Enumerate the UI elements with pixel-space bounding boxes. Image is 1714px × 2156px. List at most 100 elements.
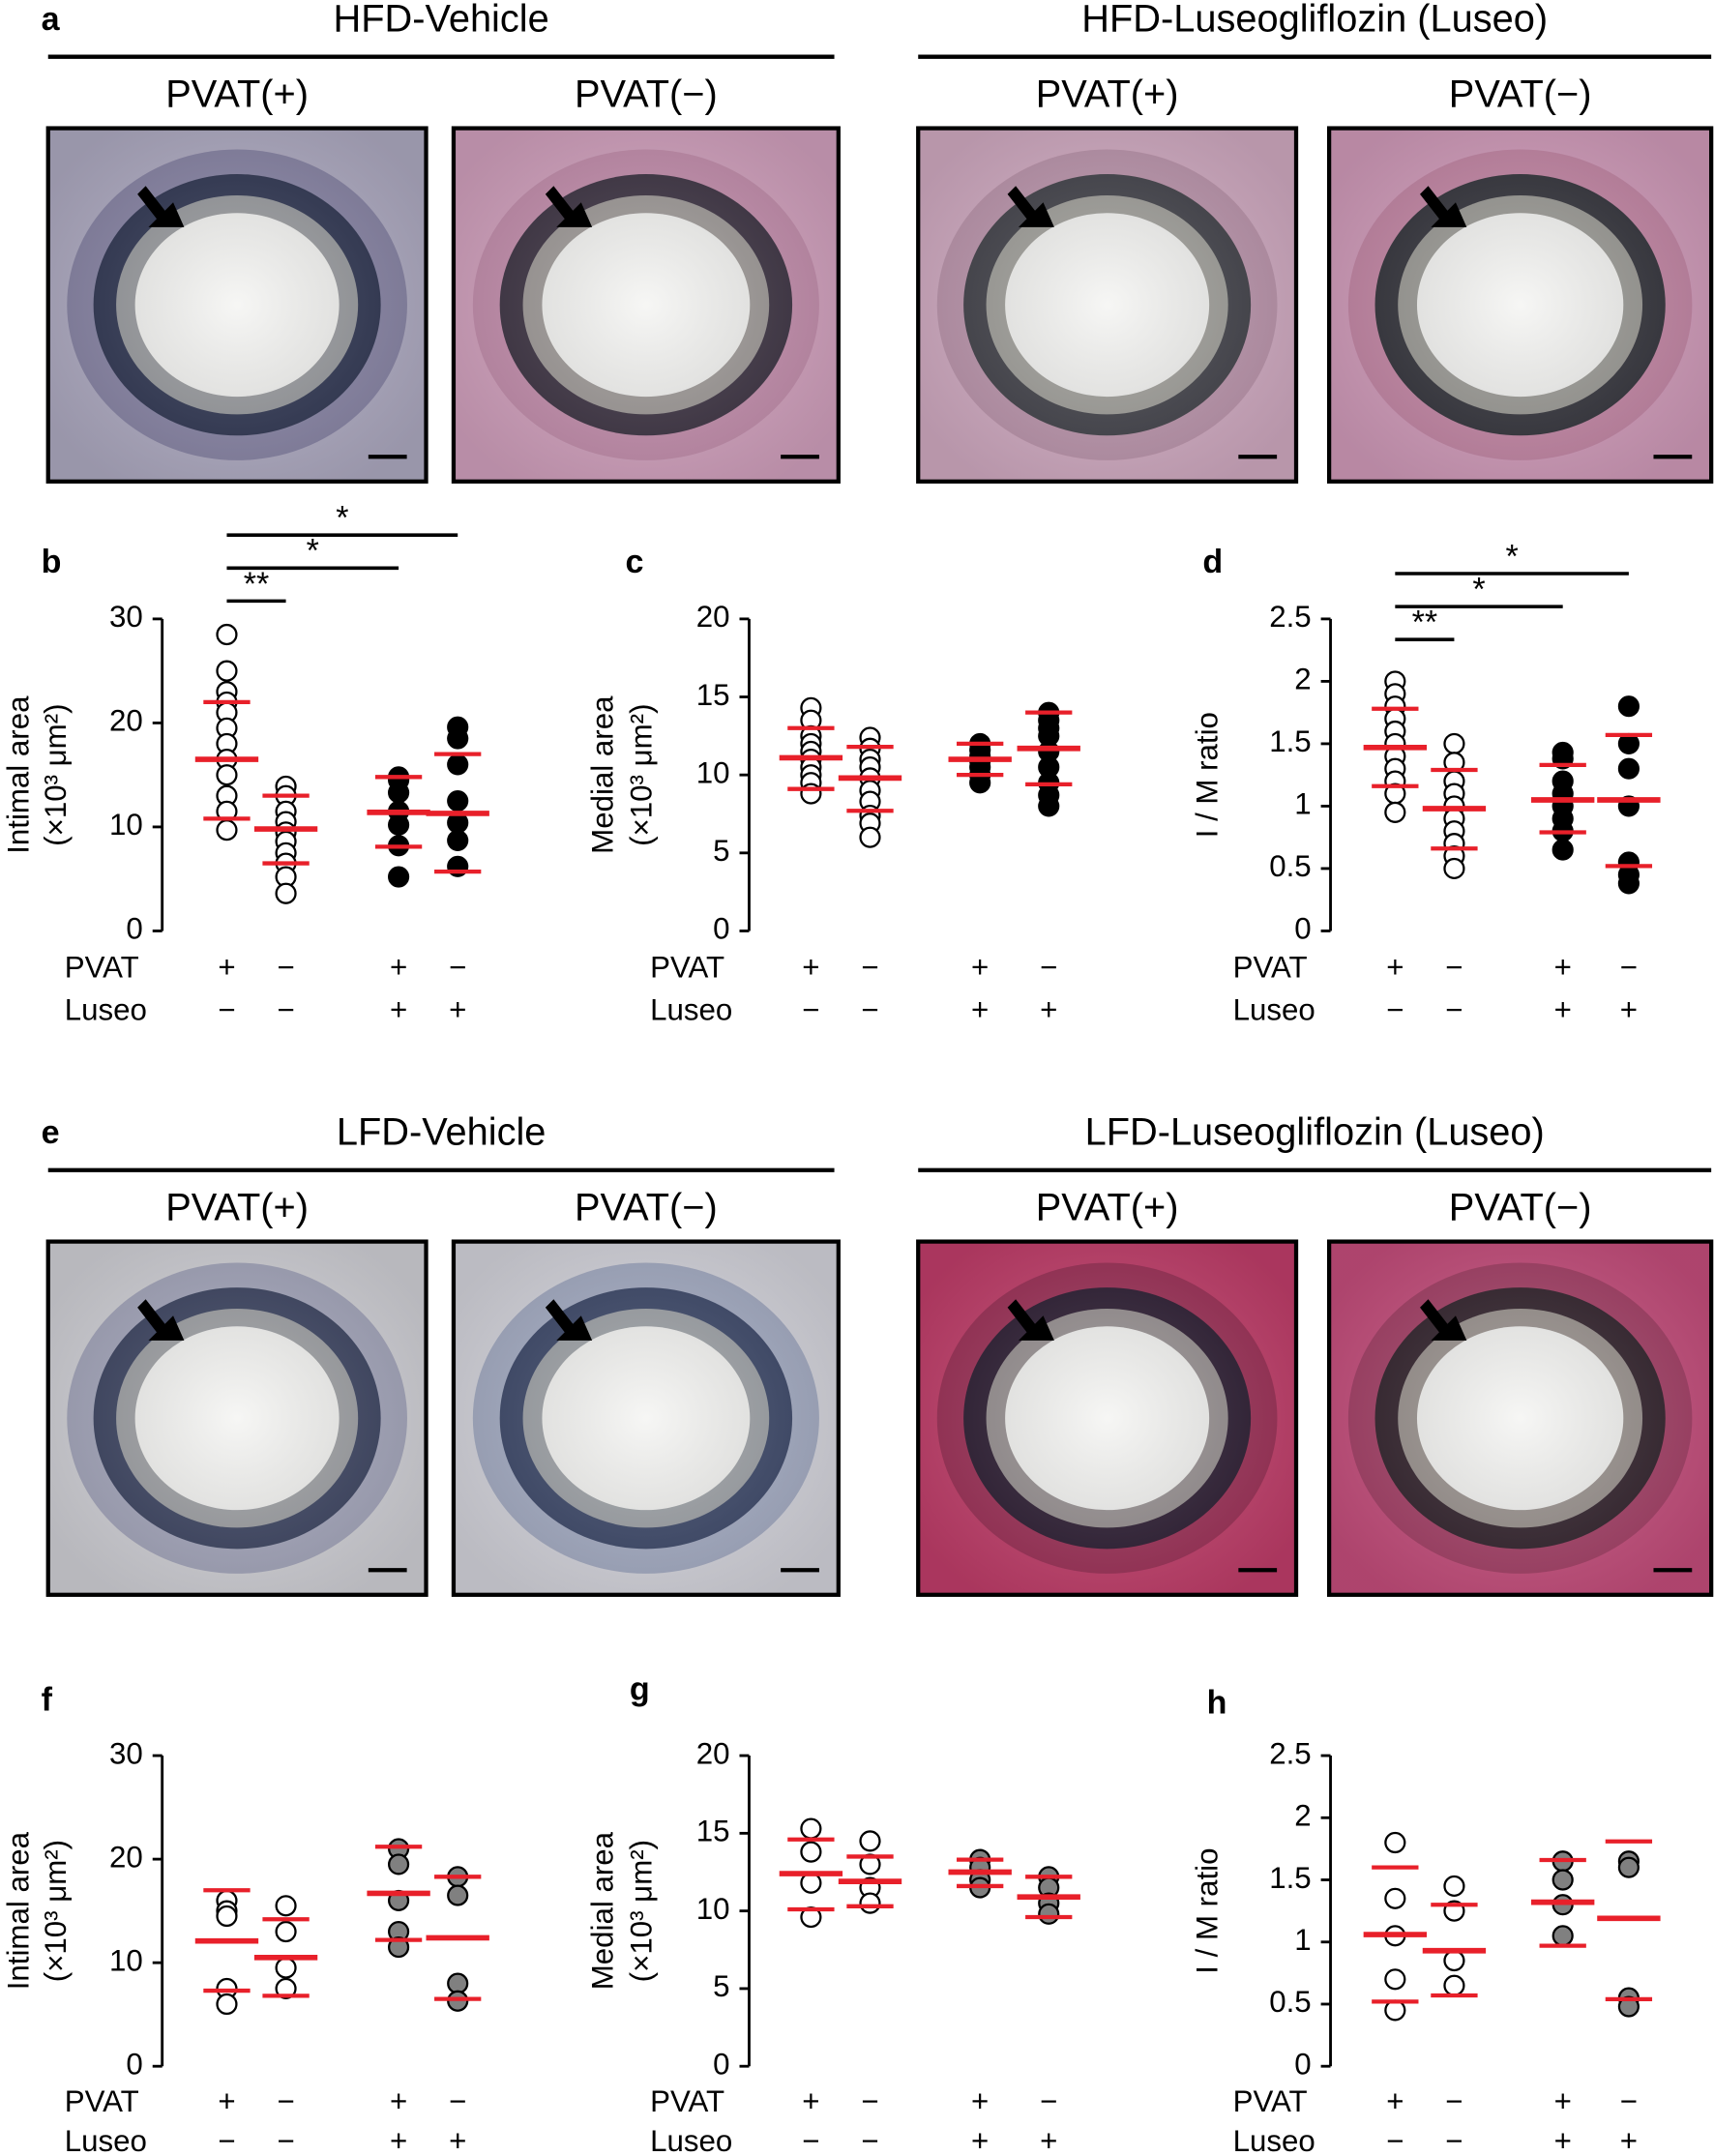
row-sign: − (802, 2124, 819, 2156)
data-point (447, 789, 469, 812)
panel-title: PVAT(+) (165, 1186, 309, 1228)
panel-letter: a (42, 1, 61, 38)
data-point (1384, 1968, 1406, 1991)
y-axis-unit: (×10³ μm²) (624, 703, 658, 845)
row-sign: − (1040, 950, 1057, 984)
panel-letter: d (1202, 544, 1223, 580)
row-sign: − (1445, 2124, 1463, 2156)
y-tick-label: 1 (1294, 787, 1311, 821)
row-sign: − (861, 950, 878, 984)
row-sign: + (218, 950, 235, 984)
group-title: LFD-Luseogliflozin (Luseo) (1085, 1110, 1545, 1153)
panel-letter: c (626, 544, 644, 580)
y-tick-label: 2 (1294, 1799, 1311, 1833)
row-sign: + (1040, 993, 1057, 1027)
row-sign: − (1445, 2084, 1463, 2118)
row-sign: + (449, 2124, 466, 2156)
data-point (275, 882, 297, 904)
row-label: PVAT (65, 2084, 139, 2118)
row-sign: − (1620, 2084, 1638, 2118)
data-point (447, 1972, 469, 1994)
micrograph-shade (1329, 128, 1712, 482)
panel-title: PVAT(−) (1449, 73, 1592, 115)
significance-label: * (336, 500, 348, 537)
panel-letter: f (42, 1682, 53, 1719)
significance-label: * (1472, 571, 1485, 607)
micrograph-shade (1329, 1241, 1712, 1595)
data-point (1443, 1949, 1465, 1972)
y-tick-label: 2.5 (1269, 600, 1311, 634)
row-label: PVAT (650, 950, 724, 984)
data-point (859, 826, 881, 848)
row-sign: − (277, 2124, 294, 2156)
data-point (1384, 1887, 1406, 1909)
micrograph-shade (918, 1241, 1297, 1595)
row-sign: + (971, 993, 989, 1027)
panel-title: PVAT(+) (1036, 1186, 1179, 1228)
y-tick-label: 0 (1294, 2047, 1311, 2081)
row-sign: − (449, 950, 466, 984)
group-title: HFD-Luseogliflozin (Luseo) (1081, 0, 1548, 40)
y-axis-label: Intimal area (2, 695, 36, 854)
y-tick-label: 2.5 (1269, 1736, 1311, 1770)
row-sign: − (802, 993, 819, 1027)
data-point (1551, 1869, 1574, 1891)
data-point (1443, 1875, 1465, 1898)
data-point (1443, 732, 1465, 754)
data-point (275, 1957, 297, 1979)
y-tick-label: 20 (696, 600, 730, 634)
data-point (1443, 1974, 1465, 1996)
y-axis-label: Intimal area (2, 1831, 36, 1990)
row-label: PVAT (1233, 2084, 1308, 2118)
data-point (1617, 1995, 1640, 2018)
data-point (1617, 1856, 1640, 1878)
panel-letter: b (42, 544, 62, 580)
y-axis-unit: (×10³ μm²) (624, 1840, 658, 1982)
y-axis-unit: (×10³ μm²) (39, 1840, 73, 1982)
y-tick-label: 20 (109, 704, 143, 738)
data-point (388, 866, 410, 888)
panel-title: PVAT(−) (1449, 1186, 1592, 1228)
y-axis-unit: (×10³ μm²) (39, 703, 73, 845)
panel-title: PVAT(+) (1036, 73, 1179, 115)
micrograph-frame (451, 126, 841, 484)
row-label: Luseo (65, 993, 147, 1027)
data-point (1617, 757, 1640, 780)
panel-letter: g (630, 1670, 650, 1707)
row-sign: − (449, 2084, 466, 2118)
arrow (1007, 186, 1054, 227)
y-tick-label: 10 (696, 755, 730, 789)
row-sign: + (390, 950, 407, 984)
y-tick-label: 1.5 (1269, 724, 1311, 758)
row-sign: + (802, 950, 819, 984)
data-point (216, 1905, 238, 1928)
significance-label: * (1505, 538, 1518, 575)
row-sign: + (802, 2084, 819, 2118)
row-sign: − (1386, 2124, 1404, 2156)
y-tick-label: 0 (126, 2047, 142, 2081)
row-sign: + (449, 993, 466, 1027)
row-sign: − (218, 993, 235, 1027)
y-tick-label: 0 (713, 912, 729, 946)
row-sign: + (1040, 2124, 1057, 2156)
y-tick-label: 5 (713, 1969, 729, 2003)
row-label: Luseo (65, 2124, 147, 2156)
row-sign: + (1386, 2084, 1404, 2118)
row-sign: + (1554, 2124, 1572, 2156)
data-point (1443, 857, 1465, 880)
row-sign: + (390, 2084, 407, 2118)
row-sign: − (861, 2124, 878, 2156)
data-point (447, 727, 469, 750)
data-point (1038, 795, 1060, 817)
data-point (447, 753, 469, 776)
micrograph-frame (1326, 126, 1714, 484)
row-sign: − (1445, 993, 1463, 1027)
arrow (545, 1299, 593, 1341)
y-tick-label: 0 (713, 2047, 729, 2081)
y-tick-label: 30 (109, 1736, 143, 1770)
row-sign: − (1620, 950, 1638, 984)
arrow (1420, 186, 1467, 227)
y-axis-label: Medial area (585, 1831, 619, 1990)
row-sign: − (861, 993, 878, 1027)
